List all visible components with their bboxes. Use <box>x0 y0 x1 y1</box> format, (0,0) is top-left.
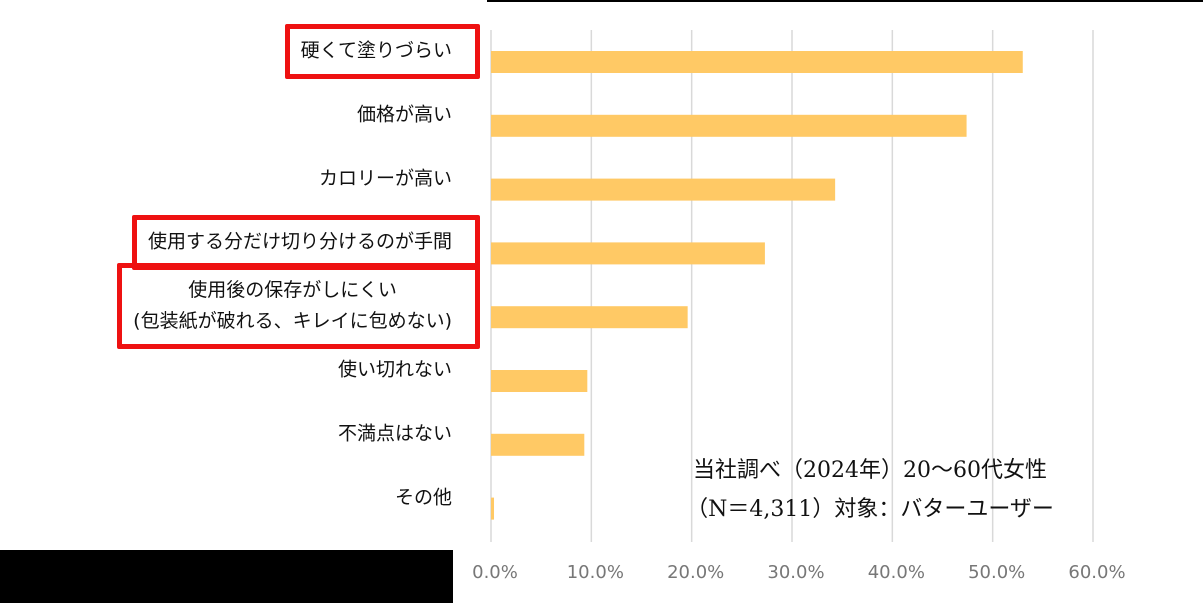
y-tick-label: 価格が高い <box>356 103 452 126</box>
x-tick-label: 50.0% <box>968 562 1026 583</box>
bar <box>491 114 967 137</box>
mask-box <box>0 550 453 603</box>
x-tick-label: 30.0% <box>767 562 825 583</box>
y-tick-label: 硬くて塗りづらい <box>300 39 452 62</box>
y-tick-label: カロリーが高い <box>318 167 452 190</box>
y-tick-label: 使い切れない <box>337 358 452 381</box>
x-tick-label: 60.0% <box>1068 562 1126 583</box>
x-tick-label: 40.0% <box>867 562 925 583</box>
y-tick-label: 不満点はない <box>337 422 452 445</box>
y-tick-label: 使用する分だけ切り分けるのが手間 <box>147 230 452 253</box>
bar <box>491 242 765 265</box>
x-tick-label: 0.0% <box>472 562 518 583</box>
y-tick-label: 使用後の保存がしにくい (包装紙が破れる、キレイに包めない) <box>133 279 452 333</box>
x-tick-label: 10.0% <box>566 562 624 583</box>
bar <box>491 433 585 456</box>
x-tick-label: 20.0% <box>667 562 725 583</box>
bar <box>491 51 1023 73</box>
annotation: 当社調べ（2024年）20〜60代女性 <box>693 458 1047 483</box>
highlight-box <box>117 263 480 350</box>
bar <box>491 178 836 201</box>
y-tick-label: その他 <box>394 486 452 509</box>
bar <box>491 497 495 520</box>
annotation: （N＝4,311）対象：バターユーザー <box>686 497 1054 522</box>
bar <box>491 306 688 329</box>
bar <box>491 370 588 392</box>
highlight-box <box>284 23 480 79</box>
highlight-box <box>131 214 480 270</box>
